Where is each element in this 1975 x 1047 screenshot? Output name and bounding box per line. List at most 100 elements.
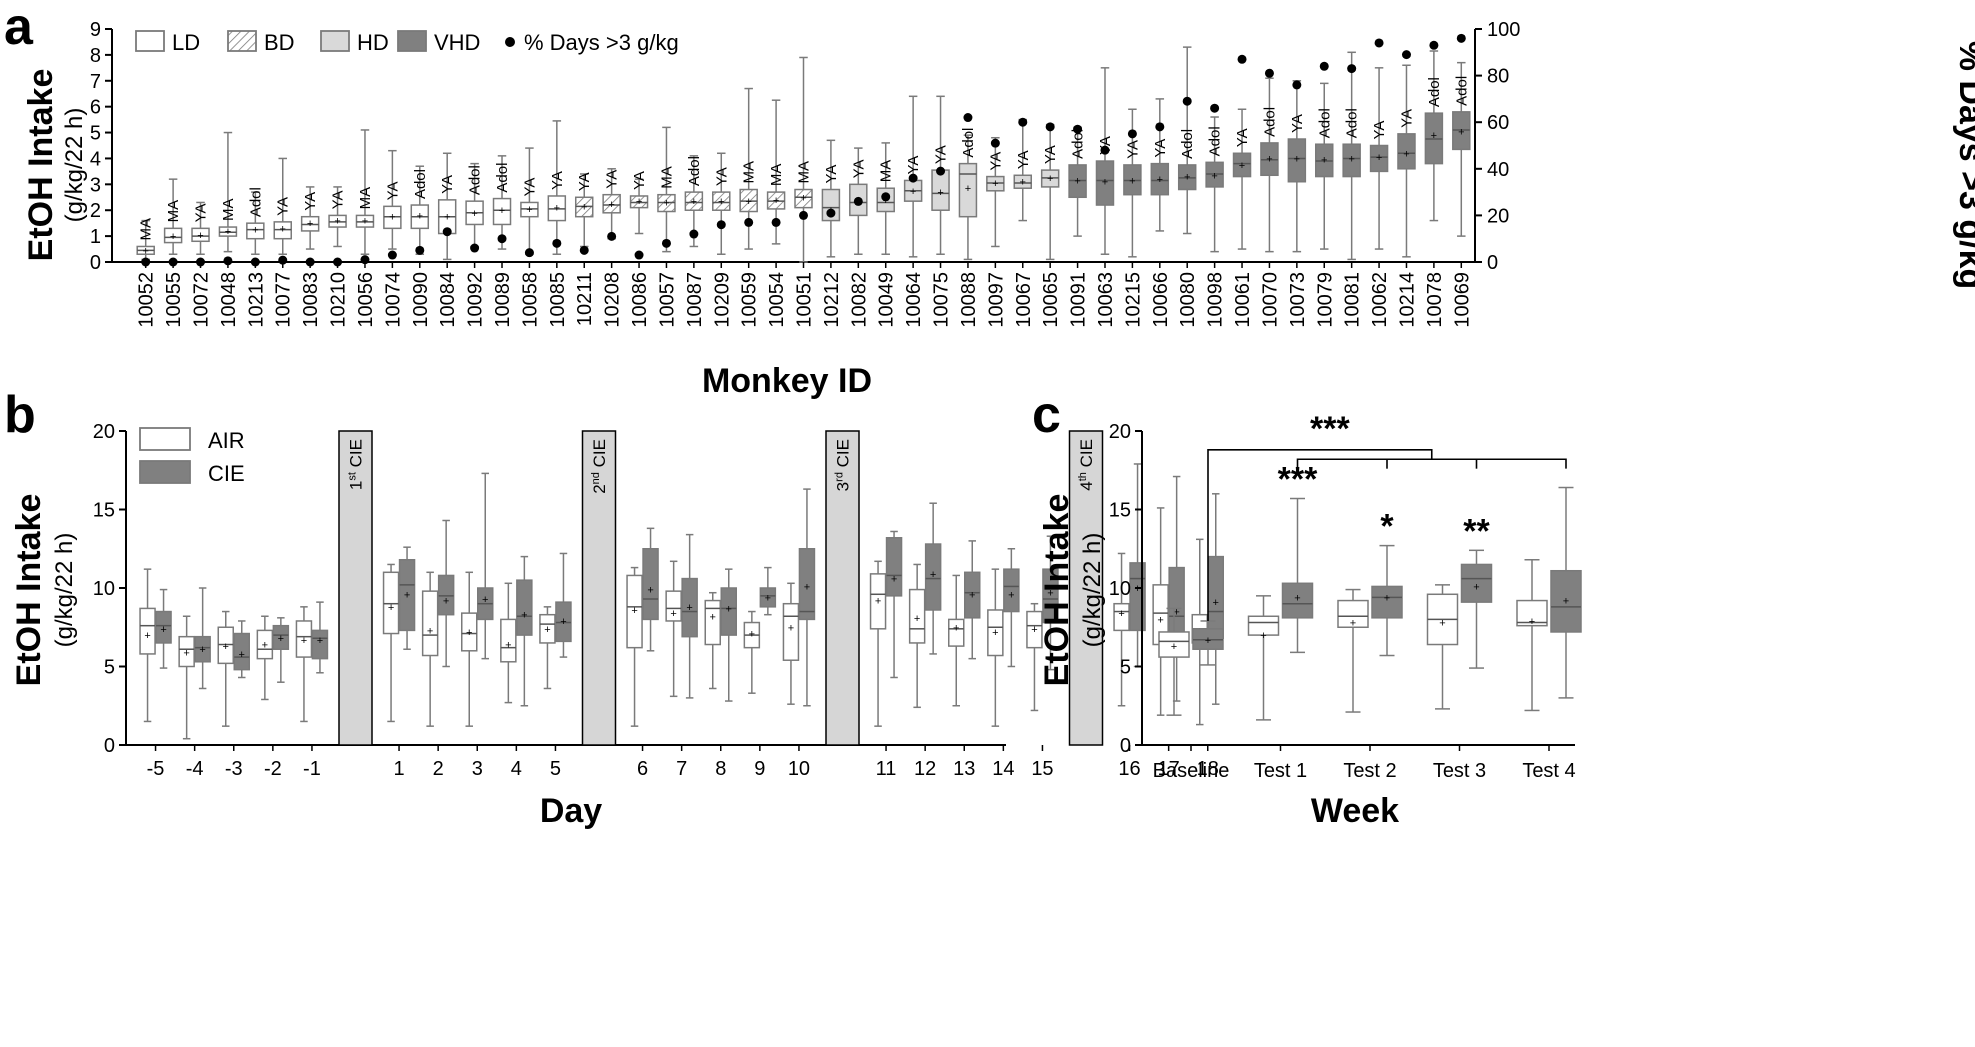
panel-a-xtick-label: 10073 [1287,272,1309,328]
panel-b-cie-day-13: + [964,540,981,660]
panel-a-xtick-label: 10066 [1150,272,1172,328]
panel-a-box-10078: + [1424,50,1444,222]
panel-a-dot-10077 [278,255,288,265]
panel-c-bracket-main [1207,449,1433,621]
panel-b-air-day-13-box [948,618,965,647]
panel-b-cie-day--3-box [233,632,250,671]
panel-a-age-10070: Adol [1261,107,1278,137]
panel-a-age-10213: Adol [247,187,264,217]
panel-a-xtick-label: 10074 [382,272,404,328]
panel-a-xtick-label: 10078 [1424,272,1446,328]
panel-a-box-10048-mean: + [225,226,231,238]
panel-a-dot-10070 [1264,68,1274,78]
panel-b-xtick-label: 10 [788,758,810,780]
panel-c-xtick-label: Test 1 [1254,760,1307,782]
panel-a-xtick-label: 10208 [602,272,624,328]
panel-b-cie-day-8-mean: + [726,603,732,615]
panel-b-cie-day-12-box [924,543,942,611]
panel-a-age-10056: MA [357,187,374,210]
panel-b-ylabel-sub: (g/kg/22 h) [51,533,78,648]
panel-a-box-10069: + [1452,61,1471,237]
panel-b-air-day-2-mean: + [427,625,433,637]
panel-c-cie-week-5-box [1550,569,1582,633]
panel-c-cie-week-4-mean: + [1473,581,1479,593]
panel-b-cie-day--5-box [155,610,172,644]
panel-a-xtick-label: 10049 [876,272,898,328]
panel-a-xtick-label: 10075 [931,272,953,328]
panel-c-air-week-3-mean: + [1350,618,1356,630]
panel-a-box-10061: + [1232,108,1252,250]
panel-b-xtick-label: 3 [472,758,483,780]
panel-a-age-10064: YA [905,156,922,175]
panel-a-box-10208-mean: + [608,199,614,211]
panel-a-y2tick-label: 80 [1487,66,1509,88]
panel-b-ytick-label: 0 [104,735,115,757]
panel-a-xtick-label: 10058 [519,272,541,328]
panel-b-xtick-label: 16 [1118,758,1140,780]
panel-b-air-day-8-mean: + [710,611,716,623]
legend-cie-label: CIE [208,461,245,486]
panel-a-ytick-label: 5 [90,123,101,145]
panel-a-dot-10088 [963,113,973,123]
panel-a-dot-10058 [524,248,534,258]
panel-c-air-week-4-mean: + [1439,618,1445,630]
panel-b-air-day--4: + [178,615,195,740]
panel-a-age-10098: Adol [1207,126,1224,156]
panel-c-air-week-1: + [1158,607,1190,716]
panel-b-cie-day--1-mean: + [317,635,323,647]
panel-a-box-10066-mean: + [1157,174,1163,186]
panel-a-box-10098-mean: + [1211,170,1217,182]
panel-a-box-10086: + [629,178,649,235]
panel-b-xlabel: Day [540,792,602,830]
panel-a-age-10074: YA [384,181,401,200]
panel-a-box-10052-mean: + [142,245,148,257]
panel-b-cie-day--4: + [194,587,211,690]
panel-a-box-10064-mean: + [910,186,916,198]
panel-a-xtick-label: 10209 [711,272,733,328]
panel-b-cie-day-4: + [516,555,533,707]
panel-a-box-10210: + [328,186,347,248]
panel-b-cie-day-13-mean: + [969,589,975,601]
panel-a-box-10063-box [1095,160,1115,206]
panel-a-dot-10082 [853,196,863,206]
panel-a-box-10051: + [794,56,813,263]
panel-a-dot-10081 [1347,64,1357,74]
panel-a-box-10067-box [1013,174,1033,189]
panel-a-dot-10209 [716,220,726,230]
panel-a-box-10074: + [383,149,402,250]
panel-b-xtick-label: 4 [511,758,522,780]
panel-a-box-10084: + [437,152,457,261]
panel-a-box-10077: + [273,157,292,255]
panel-a-box-10080: + [1177,46,1197,235]
panel-a-xtick-label: 10055 [163,272,185,328]
legend-dot-icon [505,37,515,47]
panel-b-cie-day-11-mean: + [891,574,897,586]
panel-b-xtick-label: 2 [433,758,444,780]
panel-b-cie-day--4-box [194,635,211,663]
panel-b-cie-day-18: + [1207,493,1224,705]
legend-air-icon [139,427,191,451]
panel-a-age-10089: Adol [494,163,511,193]
panel-b-cie-day--3: + [233,620,250,679]
panel-a-dot-10065 [1045,122,1055,132]
panel-c-air-week-2: + [1247,595,1280,721]
panel-b-air-day-15-mean: + [1031,624,1037,636]
panel-a-age-10209: YA [713,167,730,186]
panel-a-xtick-label: 10084 [437,272,459,328]
panel-b-air-day-14-box [987,609,1004,657]
panel-b-cie-day-10-mean: + [804,581,810,593]
panel-b-cie-day-2-box [437,574,455,616]
panel-a-ytick-label: 0 [90,252,101,274]
panel-a-age-10215: YA [1124,140,1141,159]
panel-a-age-10092: Adol [467,165,484,195]
panel-b-letter: b [4,386,36,444]
panel-b-air-day-4-mean: + [505,640,511,652]
panel-a-xtick-label: 10072 [191,272,213,328]
panel-b-air-day--3-mean: + [223,641,229,653]
panel-b-cie-day-15-box [1042,568,1059,624]
panel-b-cie-day--1: + [311,601,329,674]
panel-a-box-10051-mean: + [800,192,806,204]
panel-a-age-10090: Adol [412,169,429,199]
panel-a-xtick-label: 10079 [1314,272,1336,328]
panel-a-xtick-label: 10077 [273,272,295,328]
